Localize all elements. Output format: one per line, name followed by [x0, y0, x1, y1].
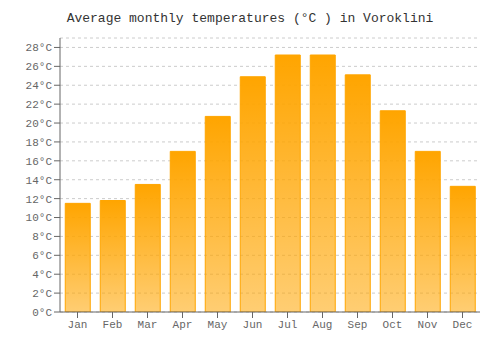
svg-text:Jun: Jun — [243, 319, 263, 331]
svg-text:Aug: Aug — [313, 319, 333, 331]
svg-text:18°C: 18°C — [26, 137, 53, 149]
svg-text:0°C: 0°C — [32, 307, 52, 319]
svg-text:12°C: 12°C — [26, 194, 53, 206]
svg-text:10°C: 10°C — [26, 212, 53, 224]
svg-text:Dec: Dec — [453, 319, 473, 331]
svg-text:26°C: 26°C — [26, 61, 53, 73]
svg-text:Mar: Mar — [138, 319, 158, 331]
svg-text:22°C: 22°C — [26, 99, 53, 111]
svg-text:Feb: Feb — [103, 319, 123, 331]
svg-text:Oct: Oct — [383, 319, 403, 331]
svg-text:Sep: Sep — [348, 319, 368, 331]
svg-text:8°C: 8°C — [32, 231, 52, 243]
svg-text:Apr: Apr — [173, 319, 193, 331]
svg-text:Jul: Jul — [278, 319, 298, 331]
svg-text:20°C: 20°C — [26, 118, 53, 130]
svg-text:4°C: 4°C — [32, 269, 52, 281]
svg-text:Nov: Nov — [418, 319, 438, 331]
svg-text:24°C: 24°C — [26, 80, 53, 92]
svg-text:Jan: Jan — [68, 319, 88, 331]
svg-text:28°C: 28°C — [26, 42, 53, 54]
svg-text:6°C: 6°C — [32, 250, 52, 262]
svg-text:2°C: 2°C — [32, 288, 52, 300]
svg-text:14°C: 14°C — [26, 175, 53, 187]
svg-text:May: May — [208, 319, 228, 331]
svg-text:16°C: 16°C — [26, 156, 53, 168]
html-text:Average monthly temperatures (: Average monthly temperatures (°C ) in Vo… — [66, 11, 434, 26]
